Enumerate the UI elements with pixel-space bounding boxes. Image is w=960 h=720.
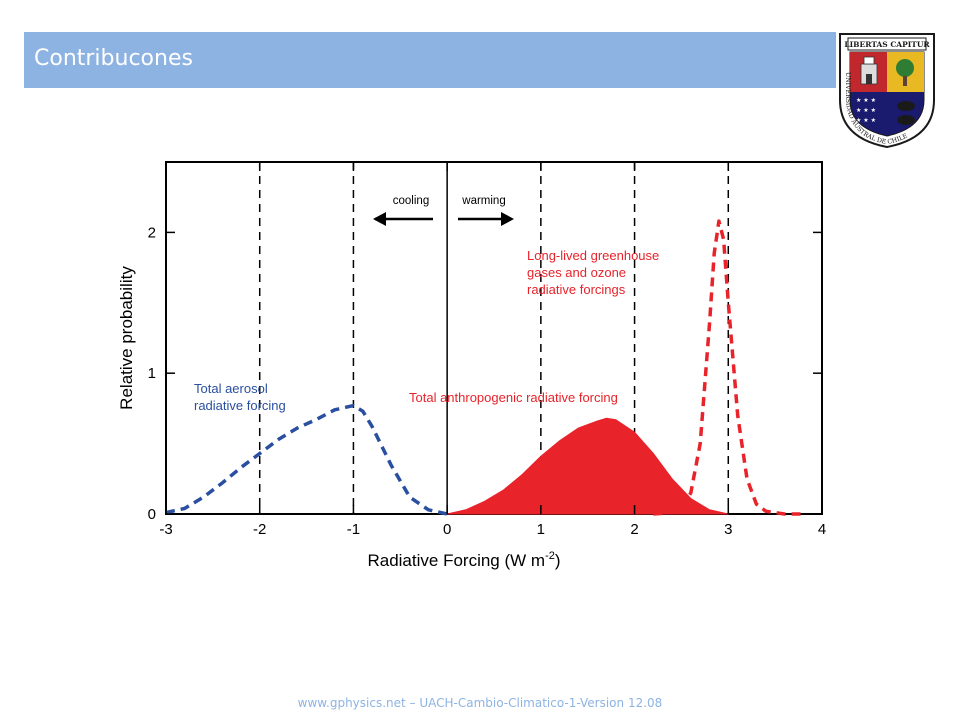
ghg-label-line3: radiative forcings (527, 282, 626, 297)
svg-text:★ ★ ★: ★ ★ ★ (856, 117, 876, 124)
x-tick-label: -2 (253, 521, 266, 538)
aerosol-label-line2: radiative forcing (194, 398, 286, 413)
x-tick-label: 2 (630, 521, 638, 538)
warming-label: warming (461, 195, 505, 207)
aerosol-label-line1: Total aerosol (194, 381, 268, 396)
university-crest: LIBERTAS CAPITUR ★ ★ ★ ★ ★ ★ ★ ★ ★ UNIVE… (839, 33, 935, 149)
y-axis-label: Relative probability (117, 266, 136, 410)
gridlines (258, 162, 730, 514)
radiative-forcing-chart: -3 -2 -1 0 1 2 3 4 0 1 2 cooling warming Total aer… (117, 161, 826, 570)
ghg-label-line1: Long-lived greenhouse (527, 248, 659, 263)
warming-arrow (458, 212, 514, 226)
y-tick-label: 0 (148, 506, 156, 523)
ghg-label-line2: gases and ozone (527, 265, 626, 280)
slide-title: Contribucones (34, 46, 193, 71)
x-tick-label: 4 (818, 521, 826, 538)
title-bar: Contribucones (24, 32, 836, 88)
x-axis-label-text: Radiative Forcing (W m (367, 551, 545, 570)
x-tick-label: 1 (537, 521, 545, 538)
cooling-arrow (373, 212, 433, 226)
crest-motto: LIBERTAS CAPITUR (844, 40, 930, 49)
y-tick-label: 2 (148, 224, 156, 241)
series-anthropogenic-area (446, 417, 729, 515)
cooling-label: cooling (393, 195, 429, 207)
svg-text:★ ★ ★: ★ ★ ★ (856, 107, 876, 114)
x-tick-label: -3 (159, 521, 172, 538)
svg-text:★ ★ ★: ★ ★ ★ (856, 97, 876, 104)
series-ghg-line (653, 219, 804, 516)
x-tick-label: -1 (347, 521, 360, 538)
x-axis-label: Radiative Forcing (W m-2) (367, 550, 560, 570)
x-tick-label: 3 (724, 521, 732, 538)
plot-frame (165, 161, 823, 515)
anthropogenic-label: Total anthropogenic radiative forcing (409, 390, 618, 405)
series-aerosol-line (165, 403, 448, 516)
ticks: -3 -2 -1 0 1 2 3 4 0 1 2 (148, 162, 826, 538)
x-axis-label-exponent: -2 (545, 550, 555, 562)
x-tick-label: 0 (443, 521, 451, 538)
series (165, 219, 804, 516)
y-tick-label: 1 (148, 365, 156, 382)
footer-credit: www.gphysics.net – UACH-Cambio-Climatico… (297, 696, 663, 710)
